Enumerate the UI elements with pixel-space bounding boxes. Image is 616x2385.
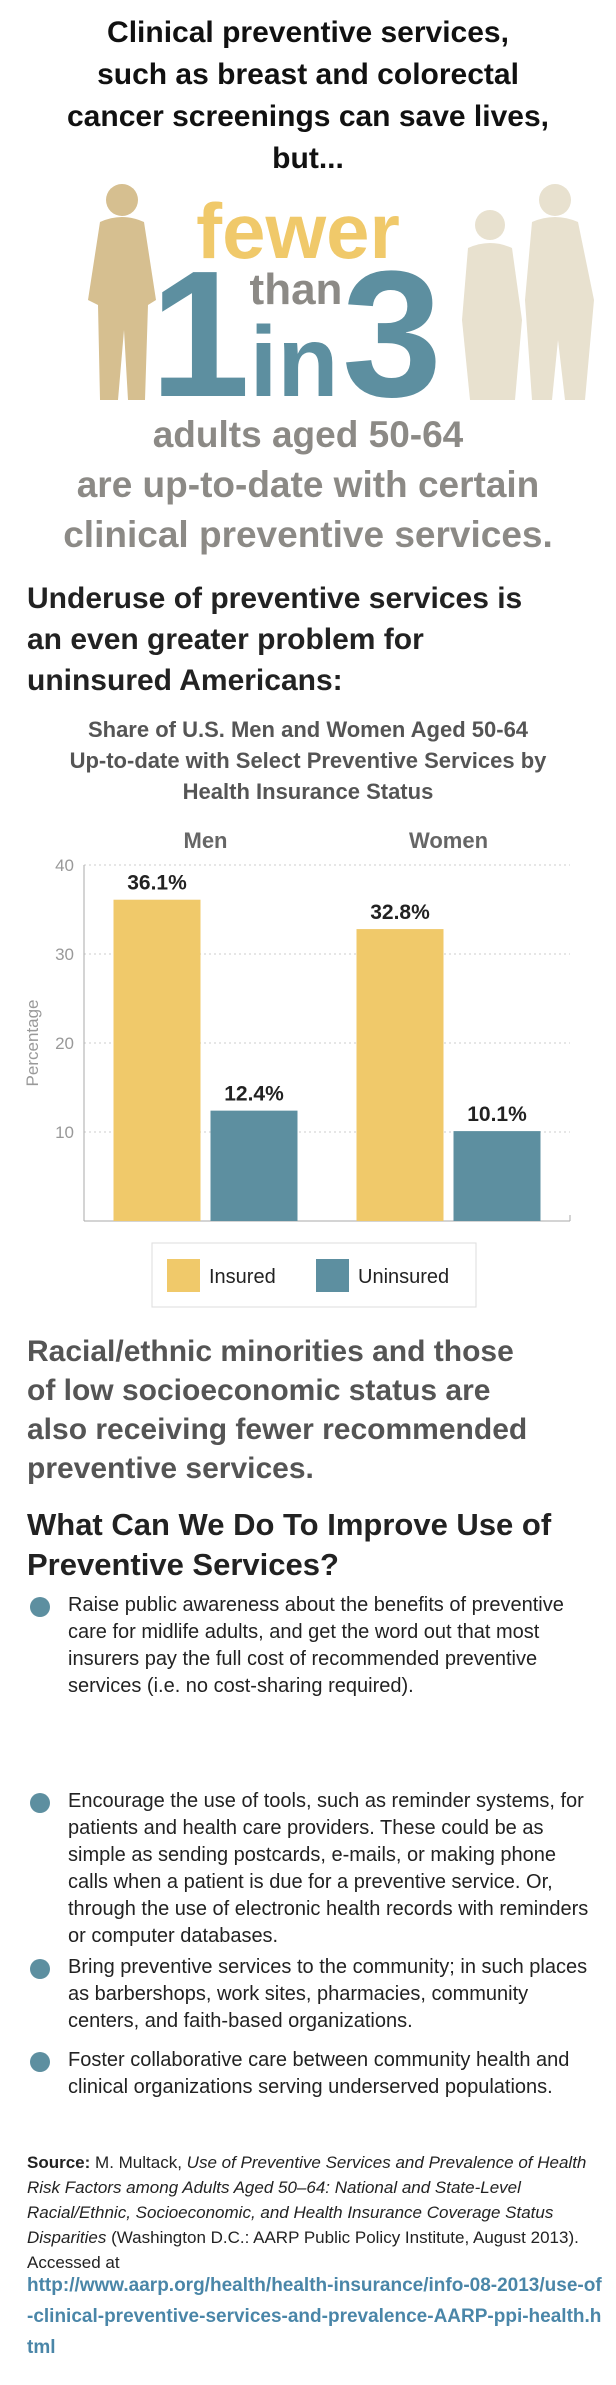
- chart-title: Up-to-date with Select Preventive Servic…: [70, 748, 548, 773]
- source-url[interactable]: http://www.aarp.org/health/health-insura…: [27, 2275, 602, 2358]
- y-tick-label: 30: [55, 945, 74, 964]
- y-tick-label: 10: [55, 1123, 74, 1142]
- headline: such as breast and colorectal: [97, 58, 519, 91]
- hero-fewer: fewer: [196, 187, 400, 275]
- bullet: [30, 2052, 50, 2072]
- bullet: [30, 1597, 50, 1617]
- action-item: Raise public awareness about the benefit…: [68, 1594, 564, 1697]
- minorities-text: of low socioeconomic status are: [27, 1374, 490, 1407]
- chart-title: Health Insurance Status: [183, 779, 434, 804]
- bullet: [30, 1793, 50, 1813]
- hero-one: 1: [150, 234, 250, 435]
- legend-box: [151, 1242, 477, 1308]
- value-label: 36.1%: [127, 872, 187, 895]
- silhouette-left: [88, 184, 156, 400]
- subhead: Underuse of preventive services is: [27, 582, 522, 615]
- legend-swatch: [167, 1259, 200, 1292]
- value-label: 12.4%: [224, 1083, 284, 1106]
- chart-title: Share of U.S. Men and Women Aged 50-64: [88, 717, 529, 742]
- bullet: [30, 1959, 50, 1979]
- action-item: Bring preventive services to the communi…: [68, 1956, 588, 2032]
- y-tick-label: 20: [55, 1034, 74, 1053]
- value-label: 10.1%: [467, 1103, 527, 1126]
- source-author: M. Multack,: [95, 2153, 182, 2172]
- subhead: an even greater problem for: [27, 623, 424, 656]
- y-tick-label: 40: [55, 856, 74, 875]
- silhouette-right: [462, 184, 594, 400]
- hero-three: 3: [342, 234, 442, 435]
- hero-caption: clinical preventive services.: [63, 514, 553, 555]
- headline: but...: [272, 142, 344, 175]
- source: Source: M. Multack, Use of Preventive Se…: [27, 2150, 597, 2275]
- hero-caption: adults aged 50-64: [153, 414, 464, 455]
- y-axis-label: Percentage: [23, 1000, 42, 1087]
- value-label: 32.8%: [370, 901, 430, 924]
- headline: cancer screenings can save lives,: [67, 100, 549, 133]
- legend-swatch: [316, 1259, 349, 1292]
- headline: Clinical preventive services,: [107, 16, 509, 49]
- source-publisher: (Washington D.C.: AARP Public Policy Ins…: [111, 2228, 579, 2247]
- bar: [453, 1131, 541, 1221]
- subhead: uninsured Americans:: [27, 664, 343, 697]
- category-label: Women: [409, 828, 488, 853]
- source-title: Use of Preventive Services and Prevalenc…: [27, 2153, 587, 2247]
- action-item: Foster collaborative care between commun…: [68, 2049, 570, 2098]
- bar: [113, 899, 201, 1221]
- minorities-text: Racial/ethnic minorities and those: [27, 1335, 514, 1368]
- action-item: Encourage the use of tools, such as remi…: [68, 1790, 589, 1947]
- source-label: Source:: [27, 2153, 91, 2172]
- minorities-text: preventive services.: [27, 1452, 314, 1485]
- bar: [210, 1110, 298, 1221]
- hero-in: in: [250, 306, 339, 418]
- legend-label: Insured: [209, 1266, 276, 1288]
- source-accessed: Accessed at: [27, 2253, 120, 2272]
- hero-than: than: [250, 265, 343, 314]
- category-label: Men: [184, 828, 228, 853]
- hero-caption: are up-to-date with certain: [77, 464, 540, 505]
- actions-heading: What Can We Do To Improve Use of: [27, 1507, 552, 1542]
- actions-heading: Preventive Services?: [27, 1547, 339, 1582]
- minorities-text: also receiving fewer recommended: [27, 1413, 527, 1446]
- legend-label: Uninsured: [358, 1266, 449, 1288]
- bar: [356, 929, 444, 1221]
